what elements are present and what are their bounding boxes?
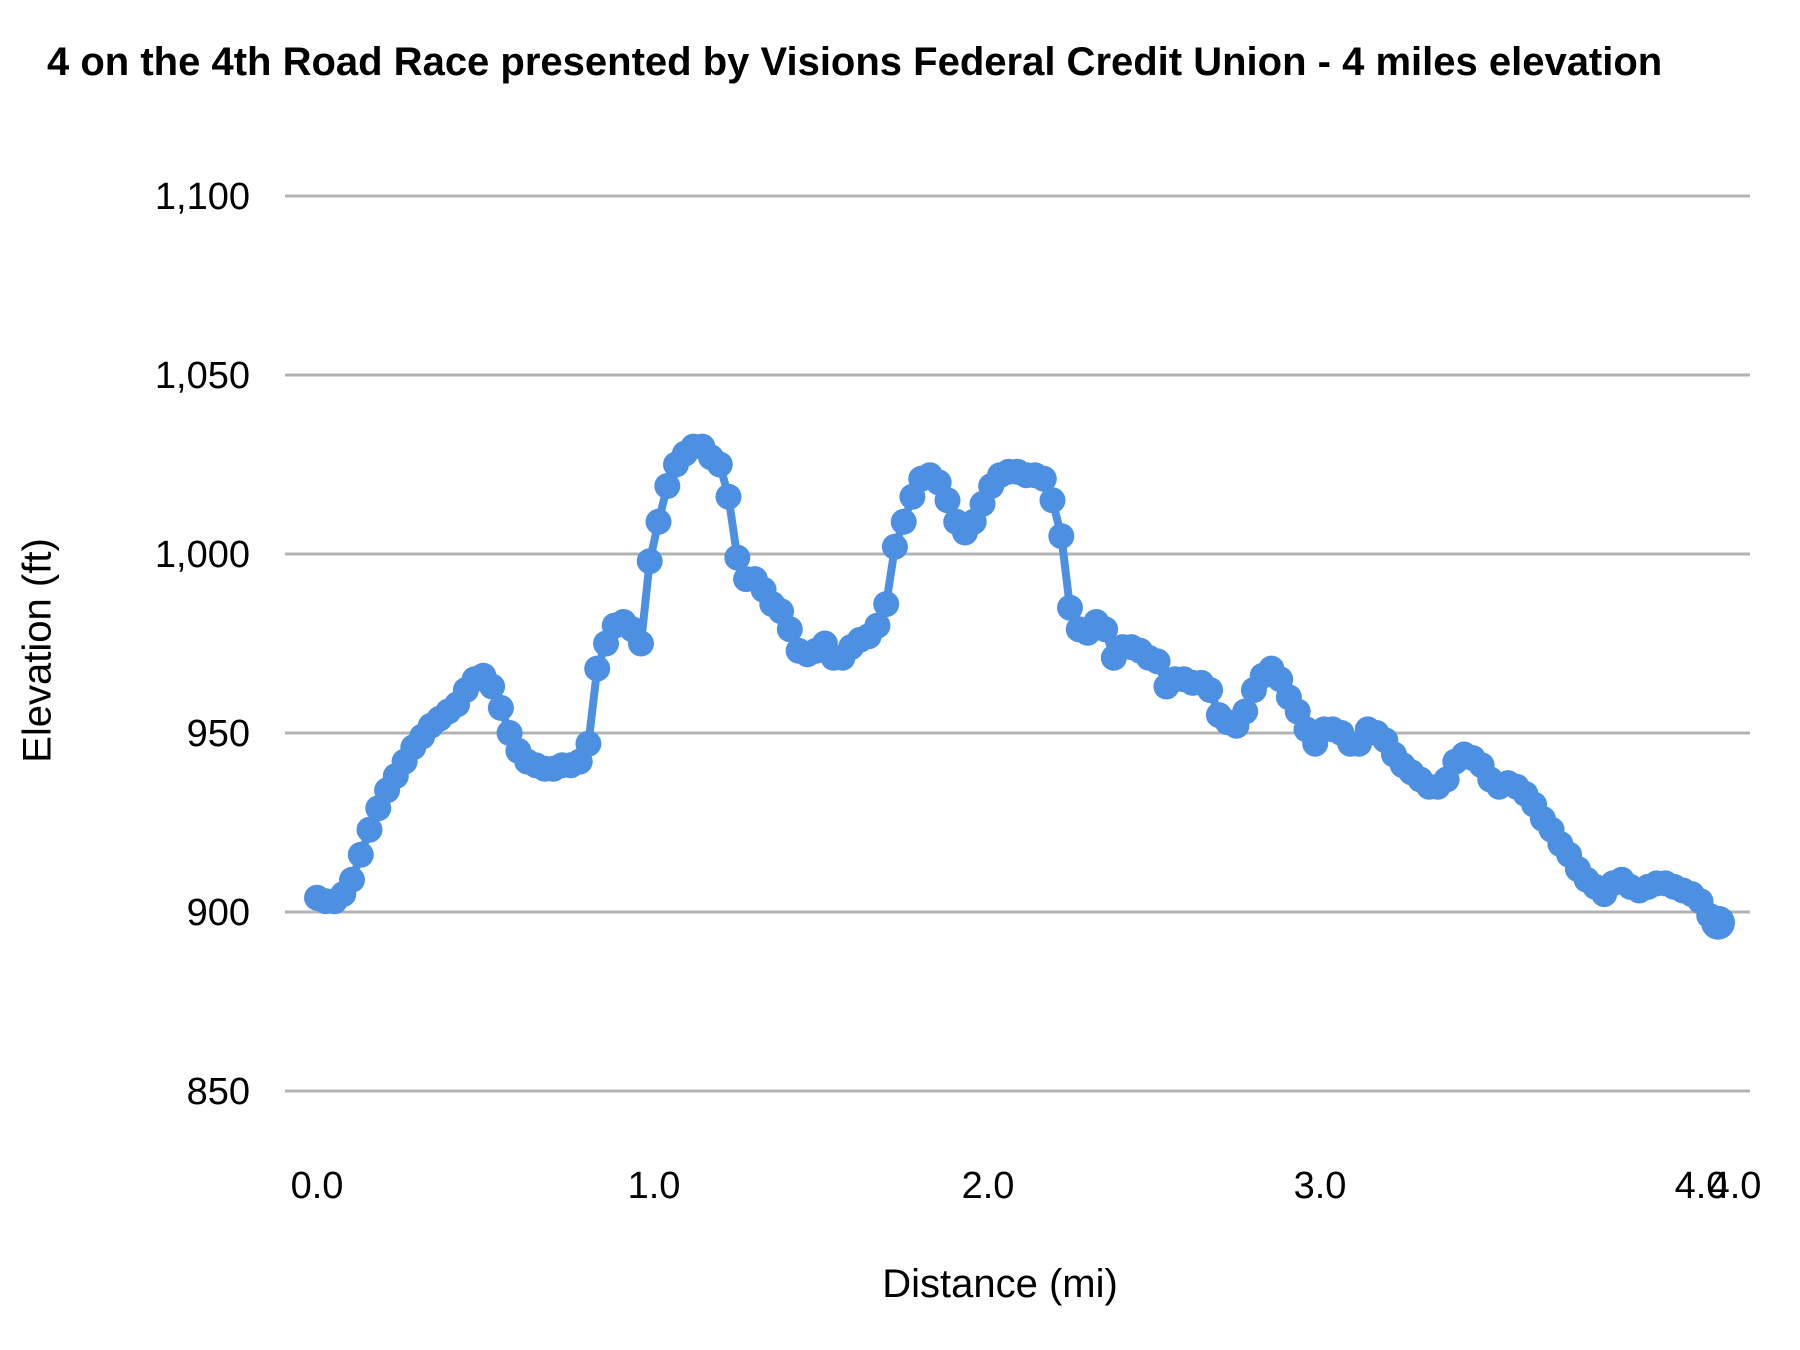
y-tick-label: 1,000 [155,534,250,576]
y-tick-label: 850 [187,1071,250,1113]
data-point-marker [1057,594,1083,621]
data-point-marker [706,451,733,478]
x-tick-label: 0.0 [291,1165,344,1207]
data-point-marker [654,473,681,499]
data-point-marker [347,841,374,868]
y-tick-label: 950 [187,713,250,755]
data-point-marker [636,548,663,575]
chart-title: 4 on the 4th Road Race presented by Visi… [47,40,1663,84]
data-point-marker [575,730,602,757]
data-point-marker [339,866,365,893]
data-point-marker [1092,616,1119,643]
data-point-marker [1030,465,1057,492]
data-point-marker [1048,523,1075,550]
data-point-marker [724,544,751,571]
data-point-marker [1197,677,1224,703]
x-tick-label: 1.0 [628,1165,681,1207]
x-tick-label: 3.0 [1294,1165,1347,1207]
y-axis-title: Elevation (ft) [15,538,60,763]
data-point-marker [873,591,900,618]
data-point-marker [584,655,611,682]
y-tick-label: 1,050 [155,355,250,397]
elevation-line [313,442,1722,927]
data-point-marker [934,487,961,514]
data-point-marker [881,533,908,560]
data-point-marker [1232,698,1259,725]
data-point-marker [356,816,383,843]
x-axis-title: Distance (mi) [882,1262,1118,1306]
data-point-marker [1144,648,1171,675]
x-tick-label: 2.0 [962,1165,1015,1207]
data-point-marker [715,483,742,510]
x-tick-label: 4.0 [1709,1165,1762,1207]
data-point-marker [776,616,803,643]
data-point-marker [479,673,506,700]
x-tick-label: 4.0 [1675,1165,1728,1207]
data-point-marker [628,630,654,657]
data-point-marker [1039,487,1066,514]
data-point-marker [864,612,891,639]
y-tick-label: 1,100 [155,176,250,218]
data-point-marker [645,508,672,535]
y-tick-label: 900 [187,892,250,934]
data-point-marker [1701,905,1735,940]
data-point-marker [890,508,917,535]
data-point-marker [487,694,514,721]
